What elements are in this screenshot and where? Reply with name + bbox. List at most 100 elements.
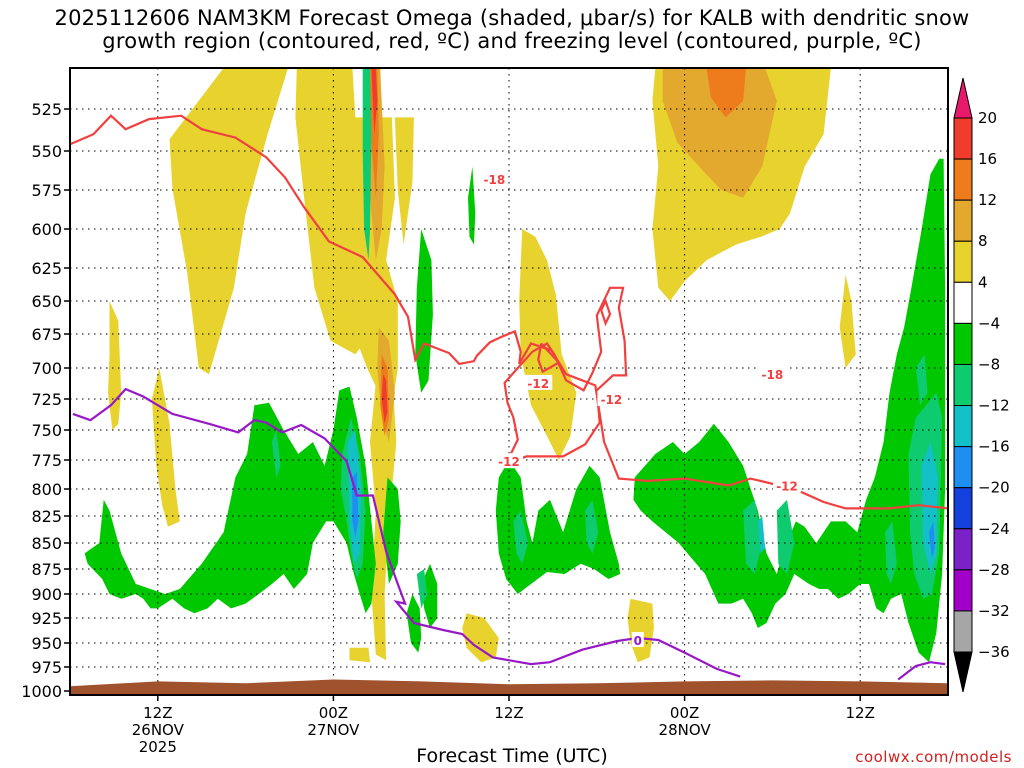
- omega-region-neg4: [495, 460, 621, 594]
- contour-label-bg: [773, 477, 802, 493]
- omega-region-neg8: [915, 354, 928, 406]
- contour-label-bg: [495, 453, 523, 469]
- y-tick-label: 925: [31, 609, 62, 628]
- y-tick-label: 900: [31, 585, 62, 604]
- colorbar-swatch: [953, 569, 973, 612]
- omega-region-neg8: [416, 569, 428, 609]
- omega-region-neg8: [776, 499, 795, 574]
- y-tick-label: 875: [31, 560, 62, 579]
- omega-region-neg8: [362, 68, 372, 261]
- ground-fill: [70, 679, 948, 695]
- colorbar-swatch: [953, 363, 973, 407]
- colorbar: 20 16 12 8 4 −4 −8 −12 −16 −20 −24 −28 −32 −36: [953, 77, 1010, 693]
- contour-label: 0: [634, 634, 642, 648]
- colorbar-swatch: [953, 199, 973, 242]
- omega-region-neg8: [743, 499, 763, 574]
- omega-region-4: [370, 368, 397, 661]
- y-tick-label: 675: [31, 325, 62, 344]
- omega-region-4: [462, 613, 499, 663]
- omega-region-4: [394, 117, 414, 245]
- contour-label-bg: [597, 391, 626, 406]
- colorbar-swatch: [953, 322, 973, 365]
- colorbar-label: −24: [978, 520, 1010, 538]
- colorbar-label: 4: [978, 273, 988, 291]
- omega-region-12: [706, 68, 747, 118]
- x-tick-label: 28NOV: [659, 721, 712, 739]
- y-tick-label: 550: [31, 142, 62, 161]
- x-tick-label: 12Z: [143, 704, 172, 722]
- y-tick-label: 775: [31, 451, 62, 470]
- omega-region-neg8: [271, 430, 281, 478]
- y-axis: 525 550 575 600 625 650 675 700 725 750 775 800 825 8…: [21, 100, 70, 701]
- x-tick-label: 00Z: [670, 704, 699, 722]
- colorbar-swatch: [953, 240, 973, 283]
- omega-region-16: [381, 374, 388, 424]
- contour-label: -18: [762, 368, 784, 382]
- contour-label-bg: [758, 366, 787, 382]
- x-tick-label: 00Z: [319, 704, 348, 722]
- freezing-level-contour: [72, 387, 741, 678]
- y-tick-label: 625: [31, 259, 62, 278]
- contour-label: -12: [776, 480, 798, 494]
- omega-shading: [84, 68, 946, 663]
- omega-region-4: [151, 368, 180, 527]
- colorbar-swatch: [953, 528, 973, 571]
- colorbar-label: −8: [978, 355, 1000, 373]
- colorbar-swatch: [953, 610, 973, 653]
- x-tick-label: 12Z: [846, 704, 875, 722]
- colorbar-label: −36: [978, 643, 1010, 661]
- dgz-contour-minus12-2: [537, 342, 561, 374]
- omega-region-neg4: [633, 158, 946, 663]
- colorbar-swatch: [953, 487, 973, 530]
- contour-label-bg: [524, 374, 553, 390]
- ground-terrain: [70, 679, 948, 695]
- colorbar-swatch: [953, 117, 973, 160]
- colorbar-label: 12: [978, 191, 997, 209]
- omega-region-4: [349, 647, 370, 663]
- y-tick-label: 825: [31, 507, 62, 526]
- y-tick-label: 950: [31, 634, 62, 653]
- colorbar-label: −4: [978, 314, 1000, 332]
- omega-region-8: [662, 68, 777, 198]
- dgz-contour-minus12-1: [600, 298, 612, 327]
- y-tick-label: 575: [31, 181, 62, 200]
- y-tick-label: 1000: [21, 682, 62, 701]
- colorbar-swatch: [953, 158, 973, 201]
- y-tick-label: 725: [31, 390, 62, 409]
- contour-label: -12: [527, 377, 549, 391]
- colorbar-swatch: [953, 446, 973, 489]
- colorbar-bottom-arrow: [953, 651, 973, 693]
- colorbar-label: −32: [978, 602, 1010, 620]
- x-tick-label: 12Z: [494, 704, 523, 722]
- x-axis-title: Forecast Time (UTC): [416, 745, 608, 767]
- dgz-contour-minus12-0: [503, 286, 628, 466]
- omega-region-4: [839, 274, 856, 368]
- colorbar-label: 8: [978, 232, 988, 250]
- contour-label-bg: [631, 632, 644, 647]
- y-tick-label: 525: [31, 100, 62, 119]
- colorbar-top-arrow: [953, 77, 973, 119]
- x-tick-label: 26NOV: [132, 721, 185, 739]
- credit-text[interactable]: coolwx.com/models: [855, 748, 1012, 766]
- y-tick-label: 750: [31, 421, 62, 440]
- contour-lines: -18 -18 -12 -12 -12 -12 0: [70, 114, 948, 681]
- y-tick-label: 700: [31, 359, 62, 378]
- y-tick-label: 975: [31, 658, 62, 677]
- y-tick-label: 650: [31, 292, 62, 311]
- omega-region-neg12: [757, 516, 766, 554]
- colorbar-label: 20: [978, 109, 997, 127]
- x-tick-label: 2025: [139, 738, 177, 756]
- omega-region-4: [169, 68, 288, 375]
- chart-title-line-2: growth region (contoured, red, ºC) and f…: [102, 29, 922, 53]
- omega-region-neg4: [468, 166, 476, 245]
- contour-label: -12: [601, 393, 623, 407]
- x-tick-label: 27NOV: [307, 721, 360, 739]
- freezing-level-contour-right: [897, 661, 946, 681]
- chart-title-line-1: 2025112606 NAM3KM Forecast Omega (shaded…: [54, 6, 970, 30]
- omega-region-neg4: [84, 386, 376, 614]
- colorbar-label: −12: [978, 397, 1010, 415]
- omega-region-neg8: [885, 521, 897, 584]
- y-tick-label: 850: [31, 534, 62, 553]
- colorbar-label: −20: [978, 479, 1010, 497]
